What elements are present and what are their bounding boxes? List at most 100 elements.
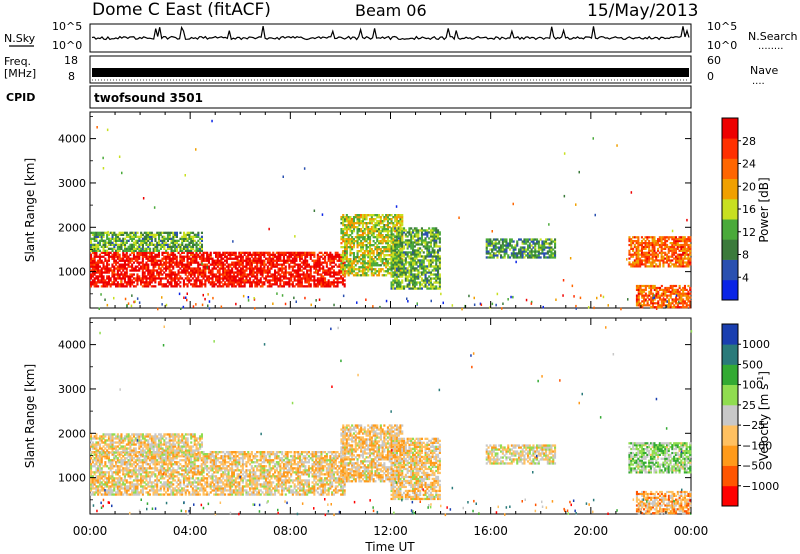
heatmap-cell bbox=[166, 255, 169, 258]
heatmap-cell bbox=[385, 248, 388, 251]
heatmap-cell bbox=[438, 275, 441, 278]
heatmap-cell bbox=[207, 267, 210, 270]
heatmap-cell bbox=[390, 259, 393, 262]
heatmap-cell bbox=[674, 263, 677, 266]
heatmap-cell bbox=[111, 231, 114, 234]
heatmap-cell bbox=[379, 248, 382, 251]
heatmap-cell bbox=[331, 253, 334, 256]
heatmap-cell bbox=[122, 249, 125, 252]
heatmap-cell bbox=[247, 267, 250, 270]
heatmap-cell bbox=[247, 296, 250, 299]
heatmap-cell bbox=[378, 252, 381, 255]
heatmap-cell bbox=[168, 271, 171, 274]
heatmap-cell bbox=[268, 227, 270, 231]
heatmap-cell bbox=[395, 241, 398, 244]
heatmap-cell bbox=[406, 245, 409, 248]
heatmap-cell bbox=[643, 302, 646, 305]
heatmap-cell bbox=[370, 222, 373, 225]
heatmap-cell bbox=[265, 263, 268, 266]
heatmap-cell bbox=[136, 265, 139, 268]
heatmap-cell bbox=[392, 253, 395, 256]
heatmap-cell bbox=[378, 274, 381, 277]
heatmap-cell bbox=[685, 249, 688, 252]
heatmap-cell bbox=[249, 281, 252, 284]
heatmap-cell bbox=[347, 268, 350, 271]
heatmap-cell bbox=[213, 265, 216, 268]
heatmap-cell bbox=[345, 238, 348, 241]
heatmap-cell bbox=[208, 300, 211, 303]
heatmap-cell bbox=[496, 242, 499, 245]
heatmap-cell bbox=[388, 236, 391, 239]
heatmap-cell bbox=[408, 241, 411, 244]
heatmap-cell bbox=[281, 279, 284, 282]
heatmap-cell bbox=[519, 256, 522, 259]
heatmap-cell bbox=[297, 255, 300, 258]
heatmap-cell bbox=[152, 251, 155, 254]
heatmap-cell bbox=[412, 279, 415, 282]
heatmap-cell bbox=[675, 290, 678, 293]
heatmap-cell bbox=[659, 296, 662, 299]
heatmap-cell bbox=[404, 235, 407, 238]
heatmap-cell bbox=[394, 259, 397, 262]
heatmap-cell bbox=[399, 237, 402, 240]
heatmap-cell bbox=[492, 248, 495, 251]
heatmap-cell bbox=[410, 231, 413, 234]
heatmap-cell bbox=[100, 239, 103, 242]
heatmap-cell bbox=[227, 267, 230, 270]
heatmap-cell bbox=[182, 305, 185, 309]
heatmap-cell bbox=[159, 283, 162, 286]
heatmap-cell bbox=[241, 259, 244, 262]
heatmap-cell bbox=[653, 294, 655, 297]
heatmap-cell bbox=[154, 269, 157, 272]
heatmap-cell bbox=[678, 286, 681, 290]
heatmap-cell bbox=[220, 255, 223, 258]
heatmap-cell bbox=[378, 254, 381, 257]
heatmap-cell bbox=[100, 269, 103, 272]
heatmap-cell bbox=[197, 273, 200, 276]
heatmap-cell bbox=[501, 240, 504, 243]
heatmap-cell bbox=[307, 281, 310, 284]
heatmap-cell bbox=[177, 263, 180, 266]
heatmap-cell bbox=[270, 285, 273, 288]
heatmap-cell bbox=[200, 257, 203, 260]
heatmap-cell bbox=[124, 297, 127, 301]
heatmap-cell bbox=[340, 222, 343, 225]
heatmap-cell bbox=[521, 254, 524, 257]
heatmap-cell bbox=[261, 275, 264, 278]
heatmap-cell bbox=[659, 288, 662, 291]
heatmap-cell bbox=[345, 266, 348, 269]
heatmap-cell bbox=[231, 277, 234, 280]
heatmap-cell bbox=[91, 273, 94, 276]
heatmap-cell bbox=[107, 275, 110, 278]
heatmap-cell bbox=[129, 261, 132, 264]
heatmap-cell bbox=[413, 249, 416, 252]
heatmap-cell bbox=[675, 300, 678, 303]
heatmap-cell bbox=[363, 270, 366, 273]
heatmap-cell bbox=[383, 228, 386, 231]
heatmap-cell bbox=[435, 277, 438, 280]
heatmap-cell bbox=[671, 288, 674, 291]
heatmap-cell bbox=[184, 243, 187, 246]
heatmap-cell bbox=[514, 248, 517, 251]
heatmap-cell bbox=[528, 244, 531, 247]
heatmap-cell bbox=[363, 256, 366, 259]
heatmap-cell bbox=[116, 265, 119, 268]
heatmap-cell bbox=[229, 255, 232, 258]
heatmap-cell bbox=[650, 290, 653, 293]
heatmap-cell bbox=[503, 252, 506, 255]
heatmap-cell bbox=[129, 235, 132, 238]
heatmap-cell bbox=[113, 269, 116, 272]
heatmap-cell bbox=[369, 214, 372, 217]
heatmap-cell bbox=[316, 281, 319, 284]
heatmap-cell bbox=[150, 259, 153, 262]
heatmap-cell bbox=[399, 256, 402, 259]
heatmap-cell bbox=[351, 248, 354, 251]
heatmap-cell bbox=[399, 230, 402, 233]
heatmap-cell bbox=[116, 267, 119, 270]
cpid-label: CPID bbox=[6, 91, 35, 104]
heatmap-cell bbox=[419, 259, 422, 262]
heatmap-cell bbox=[342, 264, 345, 267]
heatmap-cell bbox=[227, 269, 230, 272]
heatmap-cell bbox=[90, 247, 93, 250]
heatmap-cell bbox=[240, 273, 243, 276]
